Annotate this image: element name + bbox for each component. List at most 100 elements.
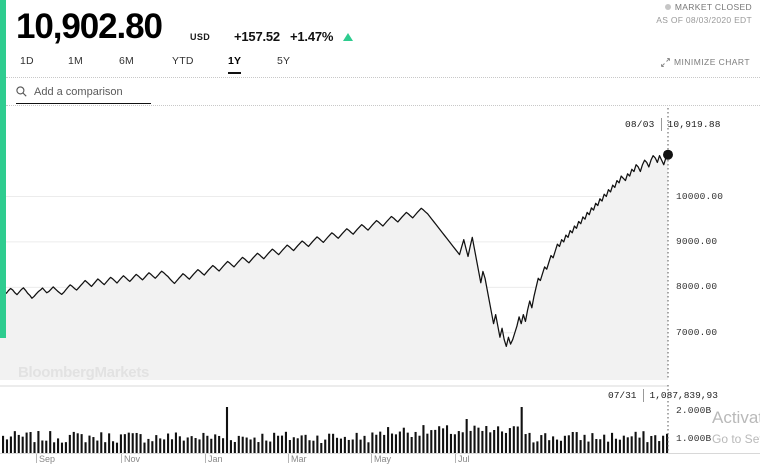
volume-bar: [434, 429, 437, 453]
volume-bar: [426, 433, 429, 453]
volume-bar: [123, 434, 126, 453]
volume-bar: [202, 432, 205, 453]
y-tick-label: 7000.00: [676, 326, 718, 338]
volume-bar: [320, 443, 323, 453]
volume-bar: [662, 435, 665, 453]
volume-bar: [9, 436, 12, 453]
cursor-divider: [660, 118, 662, 131]
volume-bar: [583, 434, 586, 453]
volume-bar: [167, 433, 170, 453]
volume-bar: [284, 431, 287, 453]
volume-bar: [17, 434, 20, 453]
volume-bar: [96, 440, 99, 453]
volume-bar: [414, 431, 417, 453]
volume-bar: [650, 435, 653, 453]
volume-bar: [622, 435, 625, 453]
x-tick-mark: [205, 454, 206, 463]
volume-bar: [64, 442, 67, 453]
volume-bar: [528, 432, 531, 453]
volume-bar: [135, 432, 138, 453]
volume-bar: [579, 440, 582, 453]
volume-bar: [445, 425, 449, 453]
volume-bar: [614, 438, 618, 453]
volume-bar: [591, 433, 594, 453]
volume-chart[interactable]: [0, 385, 760, 453]
volume-bar: [190, 436, 193, 453]
volume-bar: [461, 432, 464, 453]
volume-bar: [371, 432, 374, 453]
volume-bar: [394, 434, 397, 453]
range-tab-1y[interactable]: 1Y: [228, 55, 242, 74]
volume-bar: [253, 437, 256, 453]
volume-bar: [280, 435, 284, 453]
price-area-fill: [0, 154, 668, 380]
range-tabs: 1D 1M 6M YTD 1Y 5Y: [6, 52, 760, 78]
volume-bar: [497, 426, 500, 453]
volume-cursor-divider: [642, 389, 644, 402]
range-tab-label: YTD: [172, 55, 194, 67]
volume-bar: [269, 441, 272, 453]
volume-tick-label: 1.000B: [676, 433, 712, 444]
volume-bar: [634, 431, 637, 453]
volume-bar: [218, 435, 221, 453]
range-tab-label: 1D: [20, 55, 34, 67]
volume-bar: [387, 427, 390, 453]
volume-bar: [194, 438, 197, 453]
price-value: 10,902.80: [16, 7, 163, 46]
volume-bar: [49, 431, 52, 453]
volume-bar: [163, 439, 166, 453]
volume-bar: [481, 430, 484, 453]
volume-bar: [296, 438, 299, 453]
volume-bar: [449, 433, 453, 453]
volume-bar: [563, 435, 566, 453]
range-tab-ytd[interactable]: YTD: [172, 55, 194, 72]
volume-bar: [312, 440, 315, 453]
volume-bar: [500, 431, 504, 453]
volume-bar: [410, 436, 413, 453]
x-tick-label: Sep: [39, 454, 56, 464]
range-tab-1m[interactable]: 1M: [68, 55, 83, 72]
search-icon: [16, 86, 27, 97]
volume-bar: [536, 441, 539, 453]
volume-bar: [666, 433, 669, 453]
volume-bar: [174, 432, 177, 453]
range-tab-5y[interactable]: 5Y: [277, 55, 290, 72]
volume-bar: [292, 437, 295, 453]
volume-bar: [127, 432, 130, 453]
volume-bar: [595, 438, 598, 453]
volume-bar: [398, 431, 401, 453]
comparison-search-input[interactable]: Add a comparison: [16, 80, 151, 104]
volume-bar: [324, 439, 327, 453]
volume-bar: [104, 442, 107, 453]
volume-bar: [520, 407, 523, 453]
range-tab-label: 1Y: [228, 55, 242, 67]
volume-bar: [544, 433, 547, 453]
volume-bar: [92, 437, 95, 453]
price-chart-svg: [0, 108, 673, 380]
minimize-chart-button[interactable]: MINIMIZE CHART: [660, 57, 750, 67]
volume-cursor-value: 1,087,839,93: [649, 390, 718, 401]
y-tick-label: 10000.00: [676, 190, 724, 202]
price-chart[interactable]: [0, 108, 760, 380]
volume-bar: [646, 442, 649, 453]
volume-bar: [119, 434, 122, 453]
volume-bar: [186, 437, 189, 453]
price-line: [0, 154, 669, 348]
x-tick: Sep: [36, 454, 55, 464]
volume-bar: [465, 419, 468, 453]
volume-bar: [552, 436, 555, 453]
volume-bar: [567, 435, 570, 453]
volume-bar: [5, 439, 9, 453]
x-tick: May: [371, 454, 391, 464]
price-cursor-label: 08/03 10,919.88: [625, 118, 721, 131]
range-tab-1d[interactable]: 1D: [20, 55, 34, 72]
volume-bar: [233, 441, 236, 453]
price-change-percent: +1.47%: [290, 29, 334, 44]
volume-bar: [84, 442, 87, 453]
volume-bar: [139, 434, 142, 453]
range-tab-6m[interactable]: 6M: [119, 55, 134, 72]
volume-bar: [469, 430, 472, 453]
volume-bar: [473, 425, 476, 453]
up-triangle-icon: [343, 33, 353, 41]
x-tick-label: Nov: [124, 454, 141, 464]
